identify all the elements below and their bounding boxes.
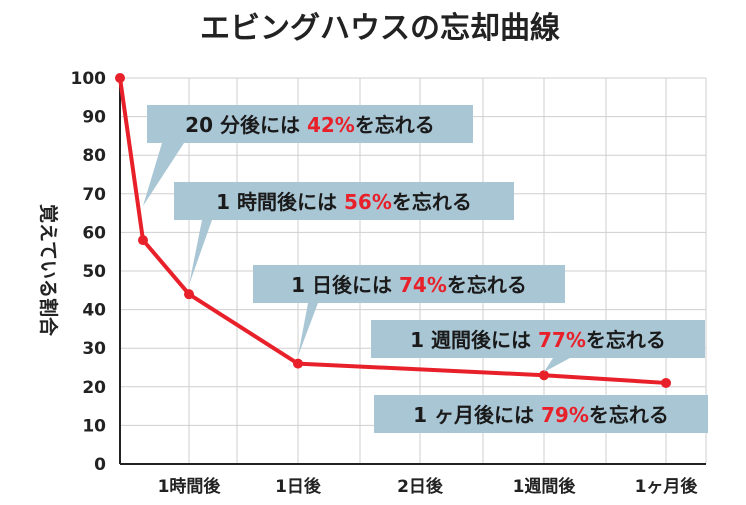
y-tick-label: 40 bbox=[82, 301, 106, 321]
data-point bbox=[293, 358, 303, 369]
y-tick-label: 100 bbox=[71, 69, 107, 89]
data-point bbox=[138, 235, 148, 246]
callout-percent: 77% bbox=[538, 328, 586, 352]
callout: 1 時間後には 56%を忘れる bbox=[174, 182, 514, 285]
callout-box bbox=[174, 182, 514, 220]
data-point bbox=[661, 377, 671, 388]
data-point bbox=[115, 73, 125, 83]
callout: 1 ヶ月後には 79%を忘れる bbox=[374, 395, 708, 433]
callout: 20 分後には 42%を忘れる bbox=[143, 105, 473, 206]
y-axis-label: 覚えている割合 bbox=[37, 204, 60, 337]
y-tick-label: 50 bbox=[82, 262, 106, 282]
callout-box bbox=[374, 395, 708, 433]
x-tick-label: 1時間後 bbox=[158, 476, 222, 497]
callout-box bbox=[147, 105, 473, 143]
x-tick-label: 1週間後 bbox=[513, 476, 577, 497]
x-tick-label: 1ヶ月後 bbox=[635, 476, 699, 497]
y-tick-labels: 0 10 20 30 40 50 60 70 80 90 100 bbox=[71, 69, 107, 475]
x-tick-label: 1日後 bbox=[275, 476, 322, 497]
callout: 1 週間後には 77%を忘れる bbox=[371, 320, 705, 372]
callout-prefix: 20 分後には bbox=[185, 113, 307, 137]
callout: 1 日後には 74%を忘れる bbox=[253, 265, 565, 356]
callout-text: 1 週間後には 77%を忘れる bbox=[410, 328, 666, 352]
callout-prefix: 1 日後には bbox=[291, 273, 399, 297]
callout-suffix: を忘れる bbox=[447, 273, 527, 297]
x-tick-labels: 1時間後 1日後 2日後 1週間後 1ヶ月後 bbox=[158, 476, 699, 497]
callout-suffix: を忘れる bbox=[355, 113, 435, 137]
callout-text: 1 日後には 74%を忘れる bbox=[291, 273, 527, 297]
axes bbox=[119, 78, 706, 465]
y-tick-label: 70 bbox=[82, 185, 106, 205]
callout-percent: 42% bbox=[307, 113, 355, 137]
y-tick-label: 80 bbox=[82, 146, 106, 166]
callout-percent: 79% bbox=[541, 403, 589, 427]
callout-text: 20 分後には 42%を忘れる bbox=[185, 113, 435, 137]
callout-text: 1 ヶ月後には 79%を忘れる bbox=[413, 403, 669, 427]
y-tick-label: 0 bbox=[94, 455, 106, 475]
y-tick-label: 10 bbox=[82, 416, 106, 436]
y-tick-label: 60 bbox=[82, 223, 106, 243]
chart-title: エビングハウスの忘却曲線 bbox=[200, 11, 560, 46]
y-tick-label: 30 bbox=[82, 339, 106, 359]
callout-prefix: 1 ヶ月後には bbox=[413, 403, 541, 427]
callout-percent: 56% bbox=[344, 190, 392, 214]
callout-text: 1 時間後には 56%を忘れる bbox=[216, 190, 472, 214]
callout-percent: 74% bbox=[399, 273, 447, 297]
series-layer bbox=[115, 73, 671, 388]
series-line bbox=[118, 77, 667, 385]
callout-pointer bbox=[189, 220, 212, 285]
x-tick-label: 2日後 bbox=[397, 476, 444, 497]
y-tick-label: 90 bbox=[82, 108, 106, 128]
callout-suffix: を忘れる bbox=[589, 403, 669, 427]
callout-suffix: を忘れる bbox=[392, 190, 472, 214]
data-point bbox=[184, 289, 194, 300]
y-tick-label: 20 bbox=[82, 378, 106, 398]
callout-pointer bbox=[143, 143, 184, 206]
callout-pointer bbox=[298, 303, 318, 356]
callout-pointer bbox=[544, 358, 570, 372]
callout-box bbox=[253, 265, 565, 303]
callout-prefix: 1 時間後には bbox=[216, 190, 344, 214]
callout-box bbox=[371, 320, 705, 358]
callout-prefix: 1 週間後には bbox=[410, 328, 538, 352]
data-point bbox=[539, 370, 549, 381]
callout-suffix: を忘れる bbox=[586, 328, 666, 352]
